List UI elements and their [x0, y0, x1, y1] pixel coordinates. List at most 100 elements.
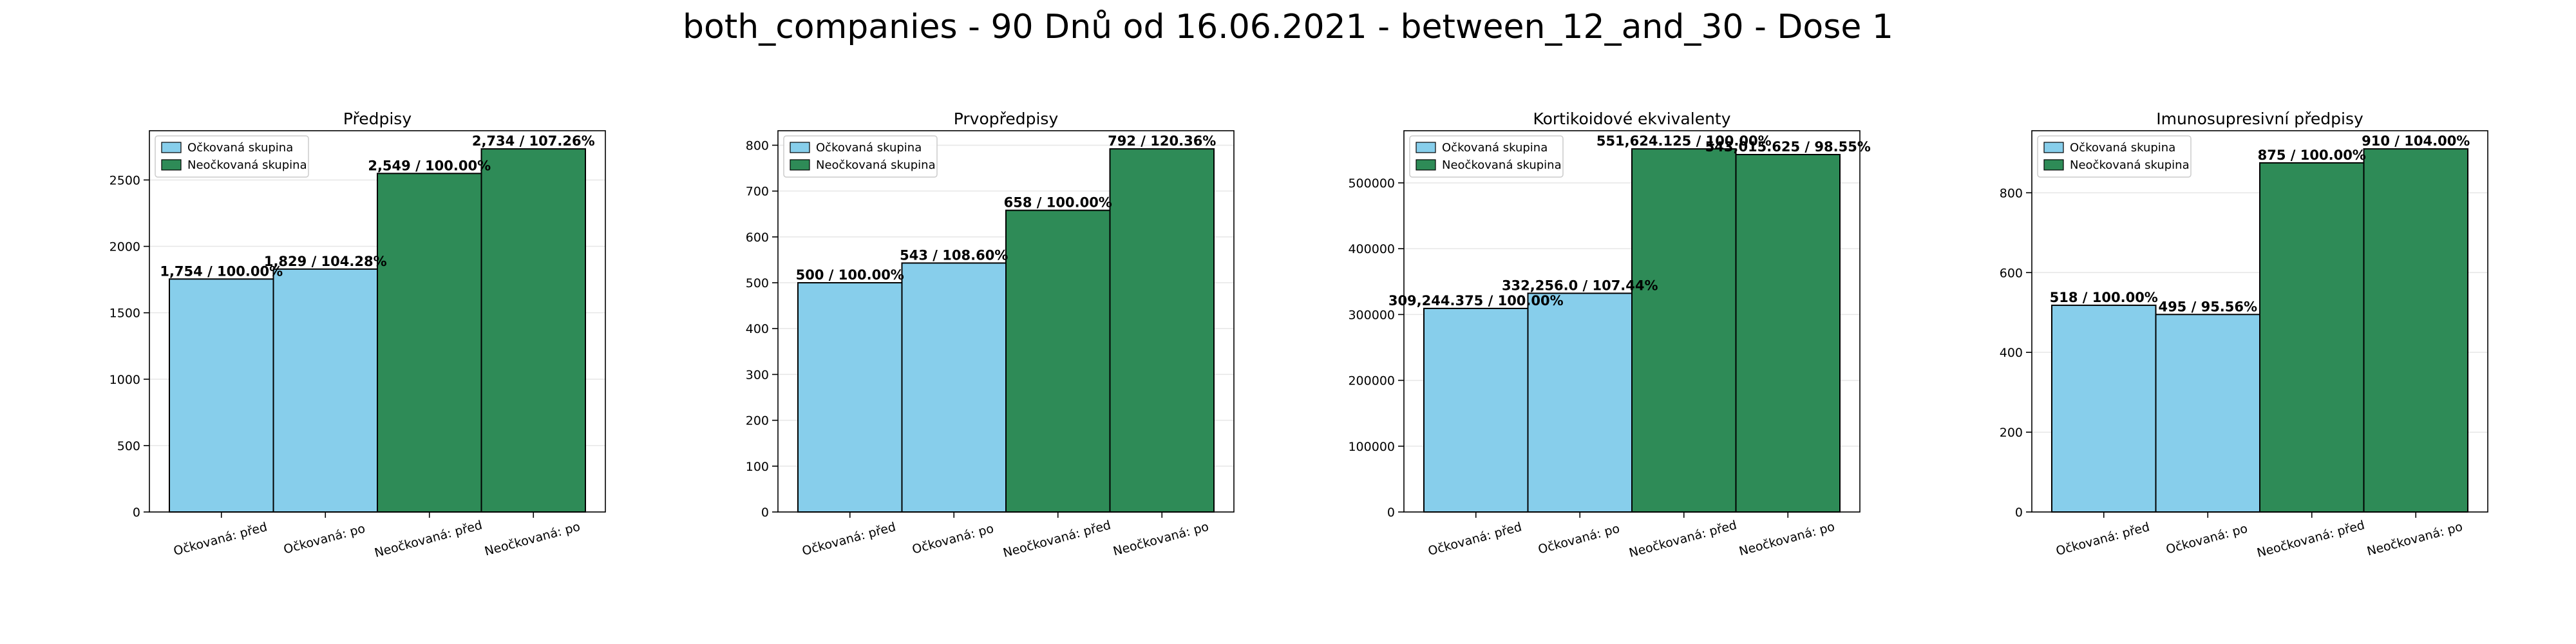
x-tick-label: Neočkovaná: před [1627, 518, 1738, 560]
axes-frame [1403, 130, 1861, 513]
x-tick-label: Očkovaná: před [172, 520, 269, 558]
y-tick-label: 700 [746, 185, 769, 199]
legend-box [155, 135, 309, 178]
y-tick-label: 0 [133, 506, 140, 520]
legend-swatch [790, 142, 810, 153]
legend-swatch [2043, 142, 2064, 153]
y-tick-label: 300000 [1348, 308, 1395, 322]
x-tick-label: Očkovaná: po [2164, 522, 2249, 557]
y-tick-label: 200000 [1348, 374, 1395, 388]
x-tick-label: Očkovaná: po [282, 522, 366, 557]
y-tick-label: 2500 [109, 173, 140, 187]
x-tick-label: Očkovaná: po [1537, 522, 1621, 557]
y-tick-label: 1000 [109, 373, 140, 387]
y-tick-label: 800 [2000, 186, 2023, 200]
x-tick-label: Neočkovaná: po [483, 520, 582, 559]
subplot-title: Předpisy [343, 109, 412, 128]
legend-swatch [790, 159, 810, 171]
x-tick-label: Neočkovaná: po [1738, 520, 1836, 559]
y-tick-label: 500 [746, 276, 769, 290]
legend-label: Očkovaná skupina [187, 141, 293, 155]
x-tick-label: Očkovaná: před [1426, 520, 1523, 558]
y-tick-label: 200 [746, 414, 769, 428]
bar-value-label: 875 / 100.00% [2258, 147, 2366, 163]
subplot-title: Imunosupresivní předpisy [2156, 109, 2363, 128]
legend-label: Neočkovaná skupina [1442, 158, 1562, 172]
bar-value-label: 500 / 100.00% [796, 267, 904, 283]
bar [901, 262, 1007, 513]
y-tick-label: 100000 [1348, 440, 1395, 454]
y-tick-label: 0 [1387, 506, 1395, 520]
bar [169, 278, 274, 513]
y-tick-label: 300 [746, 368, 769, 382]
bar-value-label: 1,829 / 104.28% [264, 254, 387, 269]
y-tick-label: 400 [2000, 346, 2023, 360]
y-tick-label: 600 [746, 231, 769, 245]
bar [377, 173, 482, 513]
y-tick-label: 500000 [1348, 176, 1395, 191]
x-tick-label: Očkovaná: po [911, 522, 995, 557]
bar [2259, 162, 2365, 513]
bar-value-label: 658 / 100.00% [1004, 195, 1112, 211]
legend-box [1409, 135, 1564, 178]
bar [2363, 148, 2468, 513]
legend-swatch [1416, 142, 1436, 153]
bar-value-label: 2,734 / 107.26% [472, 133, 595, 149]
y-tick-label: 2000 [109, 240, 140, 254]
bar-value-label: 910 / 104.00% [2362, 133, 2470, 149]
subplot-title: Prvopředpisy [954, 109, 1059, 128]
x-tick-label: Neočkovaná: před [2255, 518, 2366, 560]
bar [272, 268, 378, 513]
x-tick-label: Neočkovaná: po [1112, 520, 1210, 559]
y-tick-label: 0 [761, 506, 769, 520]
bar [1109, 148, 1215, 513]
bar-value-label: 309,244.375 / 100.00% [1388, 293, 1564, 308]
x-tick-label: Očkovaná: před [2054, 520, 2151, 558]
axes-frame [2031, 130, 2488, 513]
bar [1527, 292, 1633, 513]
figure-title: both_companies - 90 Dnů od 16.06.2021 - … [683, 8, 1893, 46]
bar-value-label: 792 / 120.36% [1108, 133, 1216, 149]
bar-value-label: 543,015.625 / 98.55% [1705, 139, 1871, 155]
axes-frame [777, 130, 1235, 513]
legend-swatch [1416, 159, 1436, 171]
bar [2051, 305, 2157, 513]
bar-value-label: 518 / 100.00% [2050, 290, 2158, 305]
bar [480, 148, 586, 513]
legend-label: Neočkovaná skupina [2070, 158, 2190, 172]
legend-box [2037, 135, 2192, 178]
y-tick-label: 1500 [109, 307, 140, 321]
x-tick-label: Očkovaná: před [800, 520, 897, 558]
legend-label: Neočkovaná skupina [816, 158, 936, 172]
bar-value-label: 495 / 95.56% [2158, 299, 2257, 314]
bar [1735, 153, 1841, 513]
legend-box [783, 135, 938, 178]
y-tick-label: 200 [2000, 426, 2023, 440]
legend-label: Očkovaná skupina [816, 141, 922, 155]
bar [1423, 307, 1529, 513]
subplot-title: Kortikoidové ekvivalenty [1533, 109, 1730, 128]
y-tick-label: 600 [2000, 266, 2023, 280]
bar-value-label: 332,256.0 / 107.44% [1502, 278, 1658, 293]
y-tick-label: 100 [746, 460, 769, 474]
legend-label: Očkovaná skupina [2070, 141, 2175, 155]
bar-value-label: 543 / 108.60% [900, 247, 1008, 263]
y-tick-label: 500 [117, 439, 140, 453]
y-tick-label: 0 [2015, 506, 2023, 520]
bar [2155, 314, 2260, 513]
legend-label: Očkovaná skupina [1442, 141, 1548, 155]
y-tick-label: 400 [746, 322, 769, 336]
bar-value-label: 2,549 / 100.00% [368, 158, 491, 173]
x-tick-label: Neočkovaná: po [2365, 520, 2464, 559]
legend-swatch [2043, 159, 2064, 171]
bar-value-label: 1,754 / 100.00% [160, 263, 283, 279]
x-tick-label: Neočkovaná: před [373, 518, 484, 560]
legend-swatch [161, 159, 182, 171]
bar [1005, 209, 1111, 513]
bar-value-label: 551,624.125 / 100.00% [1596, 133, 1772, 149]
legend-label: Neočkovaná skupina [187, 158, 307, 172]
axes-frame [149, 130, 606, 513]
y-tick-label: 800 [746, 138, 769, 153]
y-tick-label: 400000 [1348, 242, 1395, 256]
